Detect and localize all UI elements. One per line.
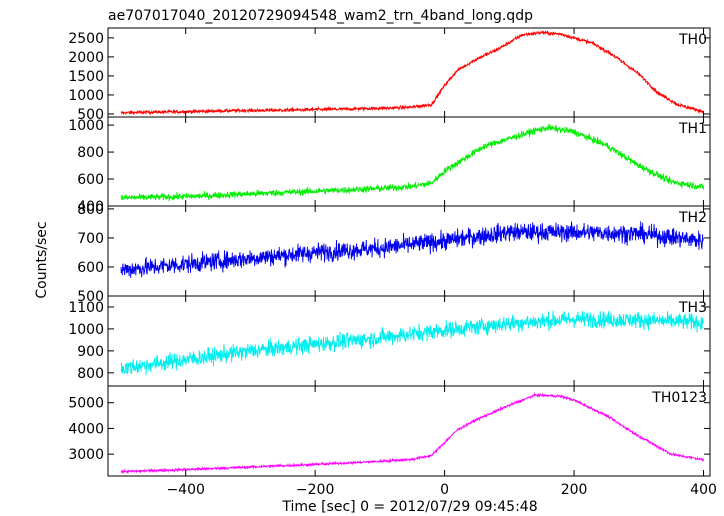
y-tick-label: 900 <box>77 344 104 360</box>
x-tick-label: −400 <box>166 482 204 498</box>
panel-th3: TH3 800 900 1000 1100 <box>68 295 711 387</box>
y-tick-label: 3000 <box>68 447 104 463</box>
panel-label: TH2 <box>678 210 707 226</box>
x-tick-label: −200 <box>296 482 334 498</box>
y-tick-label: 600 <box>77 260 104 276</box>
x-tick-label: 0 <box>440 482 449 498</box>
series-line-th0 <box>120 29 704 116</box>
y-tick-label: 1000 <box>68 118 104 134</box>
y-tick-label: 1100 <box>68 300 104 316</box>
y-tick-label: 2000 <box>68 50 104 66</box>
panel-frame <box>107 295 711 387</box>
y-axis-label: Counts/sec <box>34 221 50 298</box>
panel-th1: TH1 400 600 800 1000 <box>68 116 711 215</box>
y-tick-label: 800 <box>77 145 104 161</box>
y-tick-label: 600 <box>77 172 104 188</box>
panel-th0: TH0 500 1000 1500 2000 2500 <box>68 27 711 123</box>
panel-label: TH3 <box>678 300 707 316</box>
panel-frame <box>107 116 711 207</box>
chart-title: ae707017040_20120729094548_wam2_trn_4ban… <box>108 8 533 24</box>
series-line-th3 <box>120 310 704 376</box>
series-line-th1 <box>120 124 704 202</box>
panel-label: TH0123 <box>651 390 707 406</box>
panel-th0123: TH0123 3000 4000 5000 <box>68 385 711 477</box>
y-tick-label: 1000 <box>68 88 104 104</box>
y-tick-label: 500 <box>77 289 104 305</box>
y-tick-label: 2500 <box>68 31 104 47</box>
series-line-th2 <box>120 221 704 278</box>
panel-label: TH0 <box>678 32 707 48</box>
panel-label: TH1 <box>678 121 707 137</box>
y-tick-label: 1000 <box>68 322 104 338</box>
x-tick-label: 400 <box>690 482 717 498</box>
y-tick-label: 800 <box>77 366 104 382</box>
x-tick-label: 200 <box>561 482 588 498</box>
panel-frame <box>107 385 711 477</box>
y-tick-label: 1500 <box>68 69 104 85</box>
y-tick-label: 800 <box>77 202 104 218</box>
series-line-th0123 <box>120 391 704 475</box>
panel-frame <box>107 205 711 297</box>
panel-frame <box>107 27 711 118</box>
panel-th2: TH2 500 600 700 800 <box>77 202 711 305</box>
y-tick-label: 500 <box>77 107 104 123</box>
x-axis-label: Time [sec] 0 = 2012/07/29 09:45:48 <box>281 499 537 515</box>
y-tick-label: 4000 <box>68 421 104 437</box>
y-tick-label: 700 <box>77 231 104 247</box>
panels: TH05001000150020002500TH14006008001000TH… <box>68 27 717 498</box>
y-tick-label: 400 <box>77 199 104 215</box>
y-tick-label: 5000 <box>68 396 104 412</box>
